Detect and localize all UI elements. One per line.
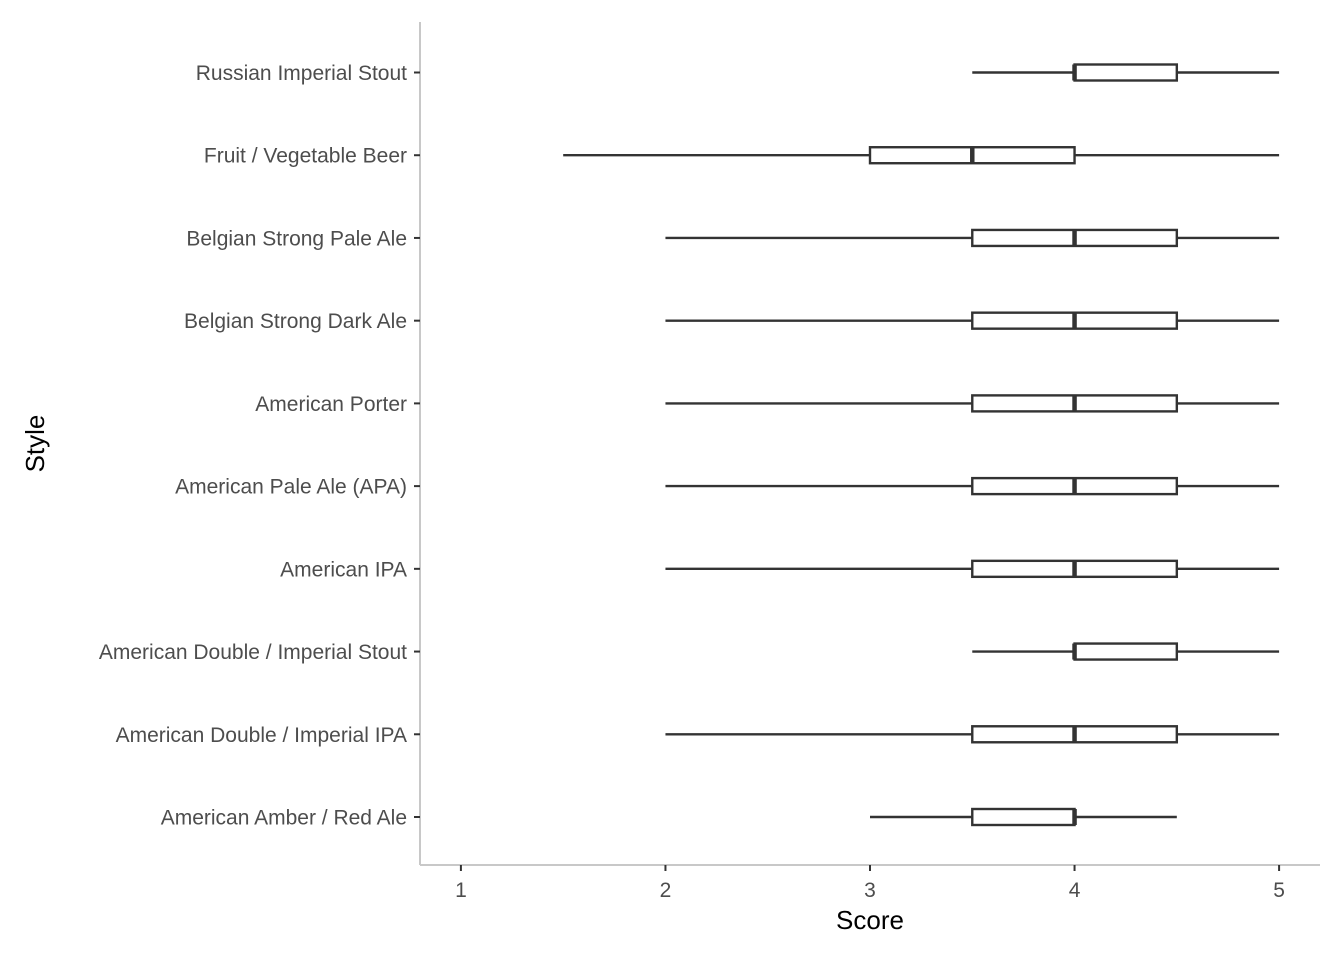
box-group (972, 63, 1280, 82)
y-axis-title: Style (20, 415, 50, 473)
x-axis: 1 2 3 4 5 (455, 865, 1285, 902)
y-tick-label: Belgian Strong Dark Ale (184, 310, 407, 333)
y-tick-label: American Amber / Red Ale (161, 807, 407, 830)
y-tick-label: Russian Imperial Stout (196, 62, 407, 85)
x-tick-label: 4 (1069, 879, 1081, 902)
box-group (665, 559, 1280, 579)
plot-marks (563, 63, 1280, 827)
y-tick-label: American Porter (255, 393, 407, 416)
box-iqr (1073, 63, 1179, 82)
box-group (972, 642, 1280, 661)
x-tick-label: 5 (1273, 879, 1285, 902)
box-group (665, 476, 1280, 496)
box-group (665, 311, 1280, 330)
y-tick-label: Belgian Strong Pale Ale (186, 227, 407, 250)
box-group (563, 146, 1280, 165)
x-axis-title: Score (836, 905, 904, 935)
y-tick-label: American Double / Imperial IPA (116, 724, 407, 747)
x-tick-label: 3 (864, 879, 876, 902)
box-iqr (971, 807, 1076, 827)
x-tick-label: 1 (455, 879, 467, 902)
y-tick-label: American Pale Ale (APA) (175, 476, 407, 499)
box-group (665, 394, 1280, 413)
y-axis: American Amber / Red Ale American Double … (99, 62, 420, 830)
box-group (665, 725, 1280, 744)
box-group (870, 807, 1177, 827)
y-tick-label: American IPA (280, 558, 407, 581)
box-iqr (1073, 642, 1179, 661)
box-group (665, 228, 1280, 248)
y-tick-label: Fruit / Vegetable Beer (204, 145, 407, 168)
y-tick-label: American Double / Imperial Stout (99, 641, 407, 664)
x-tick-label: 2 (660, 879, 672, 902)
